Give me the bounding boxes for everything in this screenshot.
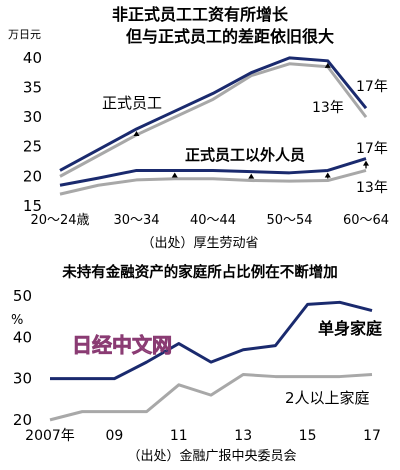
chart2-title: 未持有金融资产的家庭所占比例在不断增加 bbox=[61, 263, 338, 281]
increase-arrowhead bbox=[248, 173, 255, 179]
year-label-regular-17: 17年 bbox=[356, 79, 388, 95]
x-tick-label: 40～44 bbox=[190, 213, 236, 228]
x-tick-label: 11 bbox=[170, 428, 188, 444]
chart1-source: （出处）厚生劳动省 bbox=[141, 235, 258, 251]
y-tick-label: 50 bbox=[13, 287, 32, 305]
y-tick-label: 35 bbox=[23, 78, 42, 96]
series-line bbox=[59, 56, 368, 172]
y-tick-label: 30 bbox=[13, 370, 32, 388]
chart1-arrows bbox=[133, 62, 369, 179]
x-tick-label: 60～64 bbox=[343, 213, 389, 228]
increase-arrowhead bbox=[133, 130, 140, 136]
x-tick-label: 17 bbox=[363, 428, 381, 444]
y-tick-label: 40 bbox=[23, 49, 42, 67]
y-tick-label: 30 bbox=[23, 108, 42, 126]
series-line bbox=[59, 62, 368, 178]
y-tick-label: 20 bbox=[13, 411, 32, 429]
series-line bbox=[50, 300, 373, 381]
series-label-nonregular: 正式员工以外人员 bbox=[185, 146, 305, 164]
y-tick-label: 25 bbox=[23, 138, 42, 156]
x-tick-label: 2007年 bbox=[25, 428, 75, 444]
chart2-source: （出处）金融广报中央委员会 bbox=[127, 448, 296, 464]
chart1-plot-area bbox=[59, 56, 368, 196]
series-label-regular: 正式员工 bbox=[102, 94, 162, 112]
year-label-regular-13: 13年 bbox=[312, 100, 344, 116]
y-tick-label: 15 bbox=[23, 197, 42, 215]
chart1-subtitle: 但与正式员工的差距依旧很大 bbox=[126, 27, 334, 46]
chart1-unit-label: 万日元 bbox=[8, 28, 41, 41]
chart2: 未持有金融资产的家庭所占比例在不断增加 % 20 30 40 50 2007年 09 11… bbox=[11, 263, 382, 464]
increase-arrowhead bbox=[171, 172, 178, 178]
increase-arrowhead bbox=[324, 172, 331, 178]
chart2-x-axis: 2007年 09 11 13 15 17 bbox=[25, 428, 381, 444]
series-label-single: 单身家庭 bbox=[318, 319, 382, 338]
x-tick-label: 30～34 bbox=[113, 213, 159, 228]
series-line bbox=[49, 373, 373, 422]
chart2-plot-area bbox=[49, 300, 373, 422]
chart1-x-axis: 20～24歳 30～34 40～44 50～54 60～64 bbox=[30, 213, 389, 228]
x-tick-label: 50～54 bbox=[266, 213, 312, 228]
x-tick-label: 20～24歳 bbox=[30, 213, 89, 228]
y-tick-label: 20 bbox=[23, 167, 42, 185]
year-label-nonregular-13: 13年 bbox=[356, 180, 388, 196]
series-label-multi: 2人以上家庭 bbox=[285, 389, 370, 407]
series-line bbox=[59, 157, 367, 187]
chart1-title: 非正式员工工资有所增长 bbox=[112, 5, 289, 24]
increase-arrowhead bbox=[324, 62, 331, 68]
watermark: 日经中文网 bbox=[72, 333, 172, 357]
year-label-nonregular-17: 17年 bbox=[356, 141, 388, 157]
chart2-unit-label: % bbox=[11, 313, 23, 328]
x-tick-label: 09 bbox=[105, 428, 123, 444]
chart2-y-axis: 20 30 40 50 bbox=[13, 287, 32, 429]
y-tick-label: 40 bbox=[13, 328, 32, 346]
increase-arrowhead bbox=[363, 160, 369, 166]
chart1-y-axis: 15 20 25 30 35 40 bbox=[23, 49, 42, 215]
x-tick-label: 15 bbox=[299, 428, 317, 444]
series-line bbox=[59, 168, 367, 196]
chart1: 非正式员工工资有所增长 但与正式员工的差距依旧很大 万日元 15 20 25 30 35… bbox=[8, 5, 389, 251]
x-tick-label: 13 bbox=[234, 428, 252, 444]
